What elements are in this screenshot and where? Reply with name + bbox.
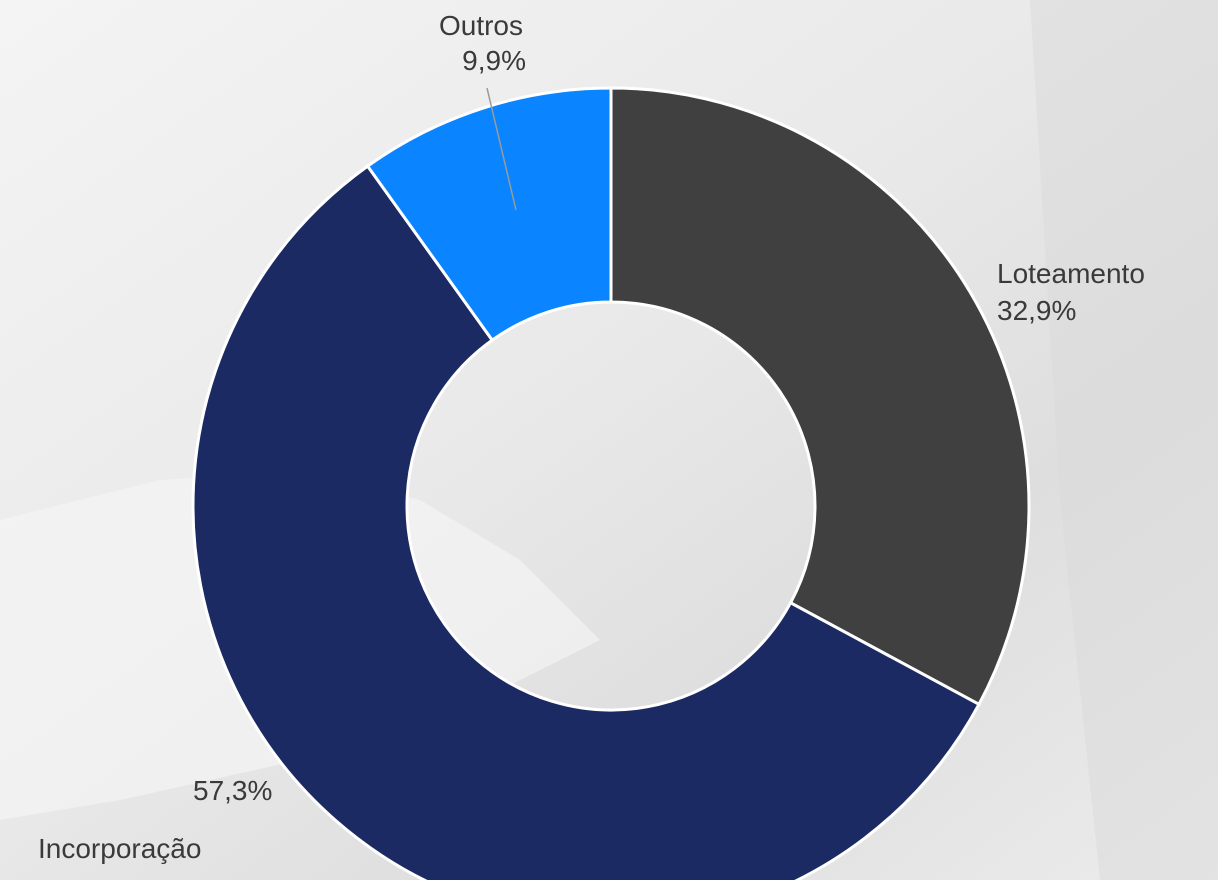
value-label: 9,9% xyxy=(462,45,526,76)
value-label: 32,9% xyxy=(997,295,1076,326)
page: Loteamento 32,9% Incorporação 57,3% Outros 9,… xyxy=(0,0,1218,880)
chart: Loteamento 32,9% Incorporação 57,3% Outros 9,… xyxy=(0,0,1218,880)
slice-label: Incorporação xyxy=(38,833,201,864)
value-label: 57,3% xyxy=(193,775,272,806)
slice-label: Outros xyxy=(439,10,523,41)
slice-label: Loteamento xyxy=(997,258,1145,289)
